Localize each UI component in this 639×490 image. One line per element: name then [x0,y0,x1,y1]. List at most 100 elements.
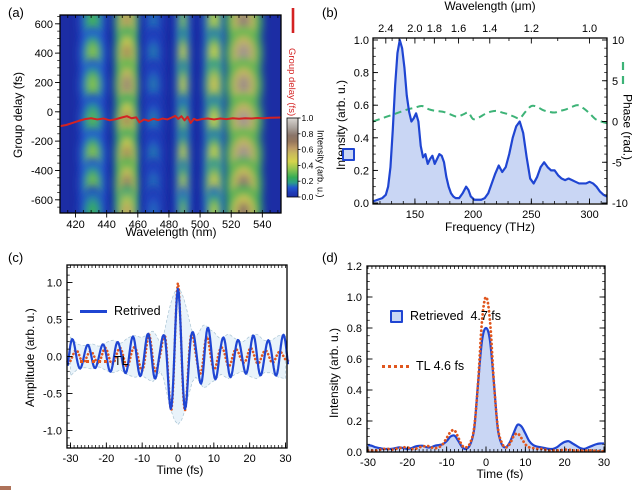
panel-c-label: (c) [8,250,24,265]
tick-label: 0.2 [302,176,314,186]
tick-label: 0 [47,107,53,119]
chart-el [237,74,251,95]
legend-label: Retrived [114,303,161,318]
tick-label: -10 [134,453,150,465]
tick-label: -20 [399,457,415,469]
tick-label: 460 [129,219,147,231]
chart-el [149,74,158,95]
tick-label: 0.6 [347,354,362,366]
tick-label: 0 [175,453,181,465]
tick-label: 0.6 [302,145,314,155]
retrieved-intensity-area [368,328,604,452]
heat-blob [225,185,262,213]
tick-label: 2.0 [407,23,422,35]
filled-square-icon [390,309,403,323]
tick-label: 0.4 [302,160,314,170]
tick-label: 1.6 [451,23,466,35]
tick-label: 1.8 [427,23,442,35]
legend-item-tl: TL [80,355,161,368]
tick-label: 5 [612,76,618,88]
chart-el [180,15,186,31]
panel-a-yaxis-title: Group delay (fs) [11,71,25,159]
tick-label: 2.4 [378,23,393,35]
tick-label: 250 [522,209,540,221]
tick-label: -400 [31,165,53,177]
tick-label: 0.4 [347,385,362,397]
tick-label: 200 [35,77,53,89]
tick-label: -10 [612,198,628,210]
chart-el [149,43,158,64]
heat-blob [115,185,139,213]
heat-blob [79,185,106,213]
panel-d-label: (d) [322,250,338,265]
tick-label: 10 [612,35,624,47]
group-delay-trace [60,114,281,128]
tick-label: 0.2 [347,416,362,428]
tick-label: 20 [559,457,571,469]
panel-c-legend: Retrived TL [80,271,161,406]
colorbar [286,117,299,198]
panel-b-canvas: 150 200 250 300 2.4 2.0 1.8 1.6 1.4 1.2 1.0 1.0 0.8 0… [354,23,628,221]
panel-d-yaxis-title: Intensity (arb. u.) [327,327,341,418]
tick-label: 0.0 [47,352,62,364]
tick-label: 1.0 [582,23,597,35]
legend-label: TL [114,354,129,369]
tick-label: 540 [253,219,271,231]
chart-el [87,201,98,213]
tick-label: 440 [98,219,116,231]
panel-c-canvas: -30 -20 -10 0 10 20 30 1.0 0.5 0.0 -0.5 -1.0 [43,264,292,465]
tick-label: 1.0 [354,35,369,47]
panel-c-yaxis-title: Amplitude (arb. u.) [23,308,37,407]
tick-label: 0.8 [302,129,314,139]
chart-el [237,43,251,64]
dotted-line-icon [80,360,107,364]
spectrum-curve [372,38,608,203]
chart-el [87,74,98,95]
solid-line-icon [80,309,107,313]
tick-label: 0.0 [302,192,314,202]
panel-a-canvas: 420 440 460 480 500 520 540 600 400 200 0 -200 -400 -… [31,8,314,231]
tick-label: 200 [464,209,482,221]
phase-curve [372,104,608,125]
chart-el [122,15,132,31]
tick-label: 1.0 [347,292,362,304]
chart-el [210,43,218,64]
tick-label: -30 [63,453,79,465]
tick-label: 520 [222,219,240,231]
tick-label: 20 [244,453,256,465]
panel-a-label: (a) [8,5,24,20]
panel-b-xaxis-title: Frequency (THz) [444,220,536,234]
chart-el [87,15,98,31]
chart-el [87,43,98,64]
panel-d-legend: Retrieved 4.7 fs TL 4.6 fs [382,276,501,411]
tick-label: -10 [439,457,455,469]
tick-label: -200 [31,136,53,148]
tick-label: -30 [360,457,376,469]
tick-label: 150 [406,209,424,221]
tick-label: -600 [31,195,53,207]
heatmap-blobs [77,15,265,213]
tick-label: 0.4 [354,133,369,145]
tick-label: 0.5 [47,315,62,327]
tick-label: 1.0 [47,278,62,290]
tick-label: 500 [191,219,209,231]
colorbar-title: Intensity (arb. u.) [315,130,326,198]
chart-el [210,15,218,31]
tick-label: 0.2 [354,165,369,177]
chart-el [122,74,132,95]
panel-b-yaxis-title: Intensity (arb. u.) [334,79,348,171]
panel-d-canvas: -30 -20 -10 0 10 20 30 1.2 1.0 0.8 0.6 0.4 0.2 0.0 [347,261,610,469]
tick-label: 1.4 [482,23,497,35]
tick-label: 0.0 [347,447,362,459]
tick-label: 10 [519,457,531,469]
panel-b-label: (b) [322,5,338,20]
chart-el [149,15,158,31]
tick-label: -20 [98,453,114,465]
chart-el [180,74,186,95]
tick-label: -1.0 [43,426,62,438]
tick-label: 400 [35,48,53,60]
panel-a-xaxis-title: Wavelength (nm) [125,225,217,239]
tick-label: 420 [66,219,84,231]
tick-label: 300 [580,209,598,221]
legend-item-tl: TL 4.6 fs [382,360,501,373]
